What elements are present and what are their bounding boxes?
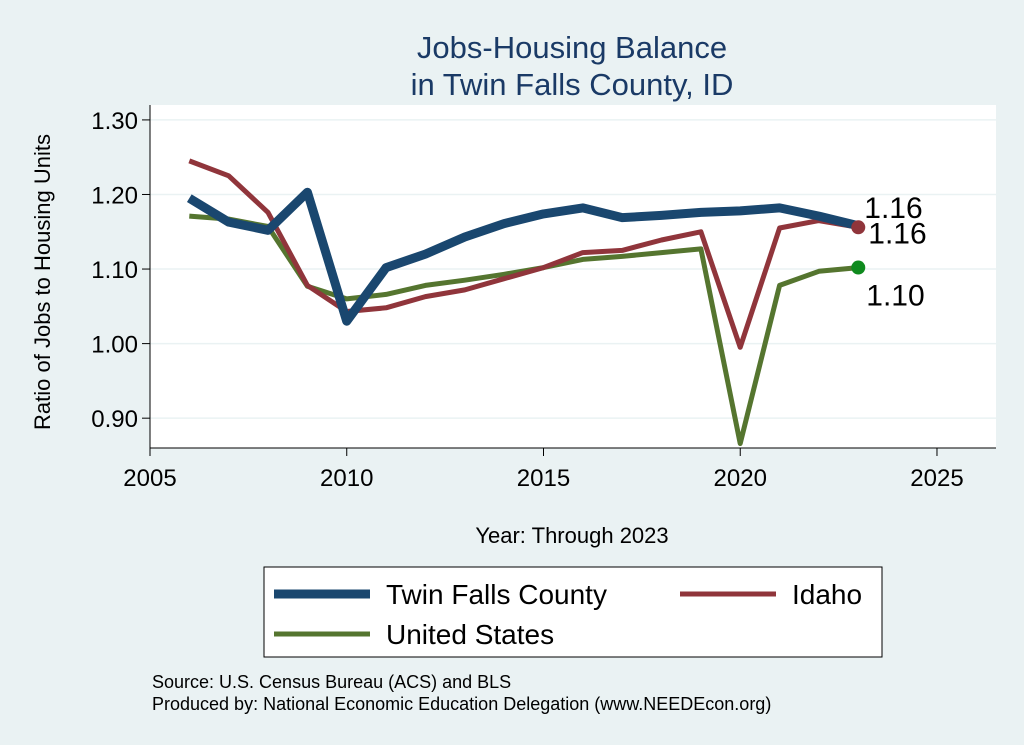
y-tick-label: 1.20 (91, 182, 138, 209)
x-tick-label: 2010 (320, 465, 373, 492)
source-note: Source: U.S. Census Bureau (ACS) and BLS (152, 672, 511, 692)
legend-label-idaho: Idaho (792, 579, 862, 610)
y-axis-label: Ratio of Jobs to Housing Units (30, 134, 55, 430)
y-tick-label: 0.90 (91, 406, 138, 433)
legend-label-twin-falls: Twin Falls County (386, 579, 607, 610)
end-label-layer: 1.161.16 1.10 (864, 192, 926, 313)
y-tick-label: 1.10 (91, 257, 138, 284)
chart-title-line-1: Jobs-Housing Balance (417, 30, 727, 65)
y-tick-label: 1.30 (91, 108, 138, 135)
producer-note: Produced by: National Economic Education… (152, 694, 771, 714)
x-tick-label: 2015 (517, 465, 570, 492)
series-line-idaho (188, 158, 859, 350)
axis-layer: 0.90 1.00 1.10 1.20 1.30 2005 2010 2015 2020 2025 (91, 105, 996, 492)
legend: Twin Falls County Idaho United States (263, 566, 883, 658)
y-tick-label: 1.00 (91, 332, 138, 359)
marker-layer (851, 220, 866, 275)
x-axis-label: Year: Through 2023 (475, 523, 668, 548)
plot-area (150, 105, 996, 448)
legend-box (263, 566, 883, 658)
end-label-twin-falls-county: 1.16 (864, 192, 922, 225)
end-label-united-states: 1.10 (866, 280, 924, 313)
series-line-twin-falls-county (186, 187, 860, 326)
x-tick-label: 2005 (123, 465, 176, 492)
end-marker-idaho (851, 220, 866, 235)
x-tick-label: 2025 (910, 465, 963, 492)
end-label-idaho: 1.16 (868, 217, 926, 250)
x-tick-label: 2020 (714, 465, 767, 492)
end-marker-united-states (851, 260, 866, 275)
series-layer (186, 158, 860, 446)
chart-title-line-2: in Twin Falls County, ID (411, 67, 734, 102)
legend-label-united-states: United States (386, 619, 554, 650)
